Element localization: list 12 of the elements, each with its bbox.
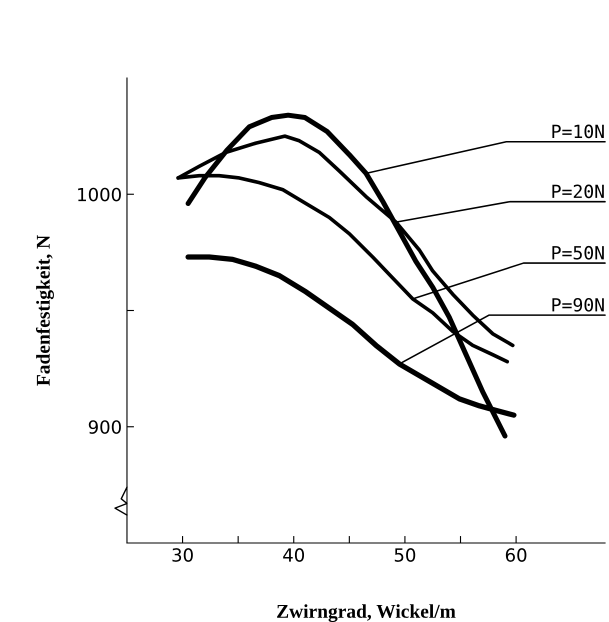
text: P=50N <box>552 246 604 260</box>
x-tick-label: 50 <box>394 548 416 562</box>
y-axis-title: Fadenfestigkeit, N <box>36 235 54 386</box>
y-tick-label: 900 <box>88 420 121 434</box>
text: P=20N <box>552 184 604 198</box>
y-tick-label: 1000 <box>78 188 121 202</box>
x-tick-label: 60 <box>506 548 526 562</box>
x-axis-title: Zwirngrad, Wickel/m <box>277 604 456 622</box>
x-tick-label: 30 <box>172 548 193 562</box>
text: P=10N <box>552 124 604 138</box>
text: P=90N <box>552 298 604 312</box>
x-tick-label: 40 <box>283 548 304 562</box>
